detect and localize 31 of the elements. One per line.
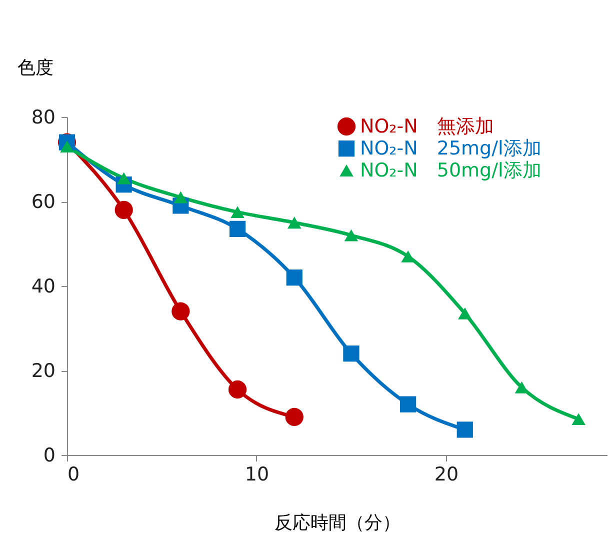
x-tick-label: 10 (244, 464, 270, 486)
x-axis-title: 反応時間（分） (274, 512, 400, 534)
point (229, 220, 246, 238)
point (174, 191, 188, 204)
point (287, 216, 302, 229)
point (114, 200, 133, 220)
legend-label: NO₂-N 25mg/l添加 (360, 138, 542, 160)
point (458, 307, 472, 320)
y-tick-label: 40 (31, 276, 56, 298)
point (456, 422, 473, 438)
point (401, 250, 415, 262)
y-tick-label: 20 (31, 360, 56, 382)
y-axis-title: 色度 (18, 58, 54, 78)
point (344, 229, 358, 242)
legend-label: NO₂-N 50mg/l添加 (360, 160, 542, 182)
point (285, 408, 304, 426)
point (228, 380, 247, 399)
point (286, 269, 302, 286)
x-tick-label: 20 (434, 464, 459, 486)
point (343, 346, 360, 362)
point (230, 206, 244, 218)
legend-label: NO₂-N 無添加 (360, 116, 494, 138)
x-tick-label: 0 (68, 464, 80, 486)
y-tick-label: 60 (31, 191, 56, 213)
y-tick-label: 80 (31, 106, 56, 128)
y-tick-label: 0 (43, 444, 56, 466)
point (572, 413, 586, 426)
point (60, 140, 74, 153)
point (116, 172, 131, 184)
point (172, 302, 190, 320)
point (400, 396, 416, 412)
